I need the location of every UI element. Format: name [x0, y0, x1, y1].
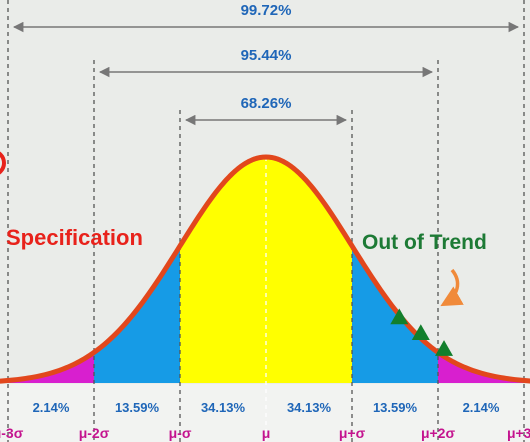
band-percent-label-6: 2.14% [463, 400, 500, 415]
annotations-layer: Specification Out of Trend [0, 151, 487, 356]
out-of-trend-label: Out of Trend [362, 231, 487, 254]
band-area-1 [8, 352, 94, 383]
range-label-3: 99.72% [241, 2, 292, 19]
sigma-tick-label-1: μ-3σ [0, 425, 24, 441]
band-percent-label-4: 34.13% [287, 400, 332, 415]
ranges-layer: 68.26% 95.44% 99.72% [12, 2, 520, 126]
trend-marker-triangle-2 [411, 324, 430, 341]
label-strip [0, 384, 530, 442]
band-percent-label-5: 13.59% [373, 400, 418, 415]
band-percent-label-3: 34.13% [201, 400, 246, 415]
sigma-tick-label-6: μ+2σ [421, 425, 456, 441]
curve-layer [0, 154, 530, 384]
sigma-tick-label-4: μ [262, 425, 271, 441]
band-area-4 [266, 157, 352, 383]
sigma-tick-label-3: μ-σ [169, 425, 192, 441]
sigma-tick-label-2: μ-2σ [79, 425, 110, 441]
trend-marker-triangle-1 [390, 308, 409, 325]
band-area-6 [438, 352, 524, 383]
trend-marker-triangle-3 [435, 340, 454, 356]
sigma-tick-label-7: μ+3σ [507, 425, 530, 441]
range-label-2: 95.44% [241, 47, 292, 64]
sigma-tick-label-5: μ+σ [339, 425, 366, 441]
labels-layer: 2.14% 13.59% 34.13% 34.13% 13.59% 2.14% μ-3σ μ-… [0, 400, 530, 441]
pointer-arrow-icon [440, 268, 464, 307]
range-label-1: 68.26% [241, 95, 292, 112]
guides-layer [7, 0, 525, 442]
cropped-circle-icon [0, 151, 6, 175]
band-area-3 [180, 157, 266, 383]
bell-curve [0, 154, 530, 384]
band-percent-label-2: 13.59% [115, 400, 160, 415]
specification-label: Specification [6, 225, 143, 250]
band-percent-label-1: 2.14% [33, 400, 70, 415]
